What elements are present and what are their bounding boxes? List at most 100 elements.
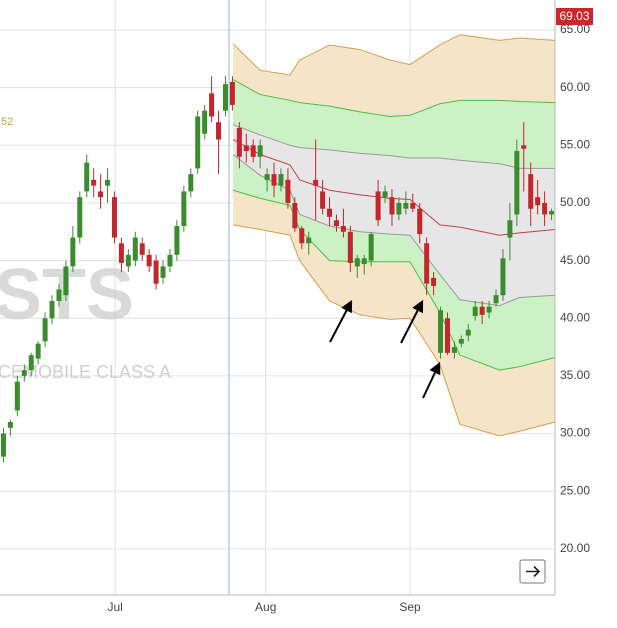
candle-body [63,266,69,296]
candle-body [250,145,256,157]
candle-body [472,306,478,316]
arrow [400,299,424,344]
candle-body [514,151,520,215]
scroll-button[interactable] [519,559,546,584]
candle-body [132,237,138,261]
y-tick-label: 55.00 [560,137,590,151]
candle-body [320,191,326,209]
candle-body [451,347,457,353]
candle-body [347,231,353,263]
candle-body [535,197,541,206]
band-lower [232,189,556,371]
watermark-subtitle: CEMOBILE CLASS A [0,362,171,382]
arrow [329,299,353,343]
candle-body [382,191,388,198]
candle-body [181,191,187,227]
band-area [233,124,555,306]
candle-body [188,174,194,192]
arrow [422,361,441,399]
band-upper [232,124,555,169]
y-tick-label: 45.00 [560,253,590,267]
candle-body [431,277,437,286]
candle-body [139,243,145,255]
band-upper [232,34,556,76]
candle-body [160,266,166,278]
candle-body [174,226,180,255]
candle-body [28,355,34,371]
candle-body [118,243,124,263]
candle-body [333,220,339,227]
candle-body [396,202,402,215]
candle-body [77,197,83,238]
candle-body [500,258,506,296]
candle-body [327,208,333,217]
candle-body [271,174,277,186]
candle-body [361,258,367,265]
candle-body [56,289,62,301]
candle-body [507,220,513,238]
candle-body [98,191,104,198]
bands [232,34,556,437]
candle-body [424,243,430,284]
y-tick-label: 20.00 [560,541,590,555]
y-tick-label: 50.00 [560,195,590,209]
candle-body [493,295,499,304]
candle-body [403,202,409,209]
candle-body [306,237,312,244]
candle-body [0,433,6,457]
candle-body [285,179,291,203]
candle-body [91,179,97,186]
y-tick-label: 30.00 [560,426,590,440]
candle-body [438,310,444,353]
price-tag-label: 69.03 [559,9,589,23]
candle-body [35,343,41,359]
candle-body [542,202,548,215]
band-upper [232,79,556,117]
x-tick-label: Jul [107,600,122,614]
candle-body [49,300,55,319]
candle-body [458,339,464,344]
candle-body [202,110,208,134]
candle-body [105,179,111,186]
candle-body [70,237,76,267]
candle-body [111,197,117,238]
candle-body [222,84,228,111]
candle-body [229,81,235,105]
candle-body [354,258,360,267]
candle-body [486,306,492,313]
candle-body [264,174,270,180]
candle-body [278,174,284,186]
price-tag [556,8,593,25]
candle-body [84,162,90,192]
y-tick-label: 65.00 [560,22,590,36]
candle-body [216,122,222,140]
candle-body [257,145,263,157]
candle-body [340,226,346,232]
candles [0,76,555,463]
candle-body [417,208,423,235]
side-label: .52 [0,116,13,128]
y-tick-label: 60.00 [560,80,590,94]
candle-body [42,318,48,342]
candle-body [209,93,215,117]
candle-body [368,234,374,261]
candle-body [292,202,298,229]
candle-body [7,422,13,428]
candle-body [444,318,450,353]
y-tick-label: 35.00 [560,368,590,382]
x-tick-label: Sep [399,600,421,614]
candle-body [549,211,555,215]
candle-body [313,179,319,186]
candle-body [153,260,159,284]
x-tick-label: Aug [255,600,276,614]
candle-body [521,145,527,149]
ticks: 20.00 25.00 30.00 35.00 40.00 45.00 50.00 55.00… [107,22,590,614]
band-lower [233,224,556,437]
candle-body [299,228,305,244]
candle-body [236,127,242,157]
candle-body [479,306,485,315]
y-tick-label: 40.00 [560,310,590,324]
candle-body [410,202,416,209]
candle-body [125,254,131,267]
